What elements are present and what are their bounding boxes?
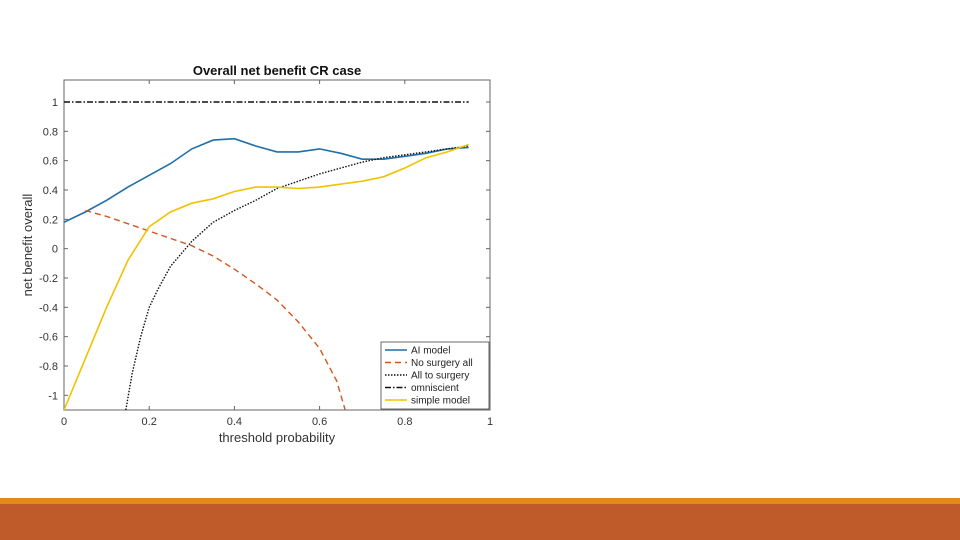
x-tick-label: 0.8 — [397, 416, 412, 428]
y-tick-label: 0.4 — [43, 185, 58, 197]
legend-box — [380, 341, 490, 410]
series-line-ai-model — [64, 137, 469, 224]
x-tick-label: 0 — [61, 416, 67, 428]
y-tick-label: -0.2 — [39, 273, 58, 285]
x-tick-label: 0.4 — [227, 416, 242, 428]
y-tick-label: -0.4 — [39, 302, 58, 314]
y-tick-label: -1 — [48, 390, 58, 402]
x-tick-label: 1 — [487, 416, 493, 428]
series-line-all-to-surgery — [125, 145, 469, 410]
x-tick-label: 0.2 — [142, 416, 157, 428]
x-axis-label: threshold probability — [219, 430, 336, 445]
series-line-simple-model — [64, 143, 469, 410]
legend-entry: simple model — [411, 396, 470, 407]
chart-title: Overall net benefit CR case — [193, 63, 361, 78]
plot-frame — [63, 79, 491, 411]
y-tick-label: 0 — [52, 244, 58, 256]
y-tick-label: -0.8 — [39, 361, 58, 373]
legend-entry: AI model — [411, 346, 450, 357]
footer-band — [0, 504, 960, 540]
y-tick-label: 0.2 — [43, 214, 58, 226]
legend-entry: All to surgery — [411, 371, 469, 382]
y-tick-label: 0.6 — [43, 156, 58, 168]
legend-entry: omniscient — [411, 383, 459, 394]
y-tick-label: -0.6 — [39, 332, 58, 344]
y-axis-label: net benefit overall — [20, 194, 35, 297]
x-tick-label: 0.6 — [312, 416, 327, 428]
series-line-no-surgery-all — [85, 209, 346, 410]
legend-entry: No surgery all — [411, 358, 473, 369]
y-tick-label: 1 — [52, 97, 58, 109]
footer-accent-stripe — [0, 498, 960, 504]
y-tick-label: 0.8 — [43, 126, 58, 138]
